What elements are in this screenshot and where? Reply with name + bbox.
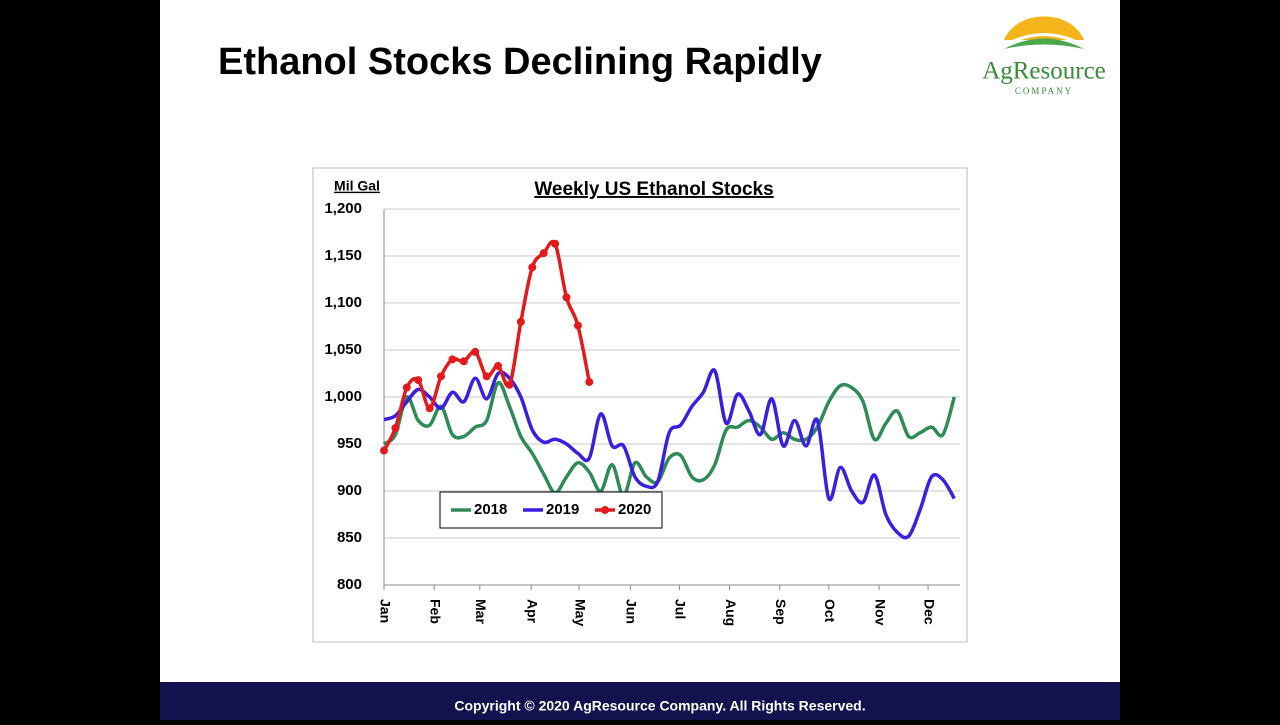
- data-point: [391, 424, 400, 433]
- data-point: [471, 347, 480, 356]
- legend-label: 2018: [474, 501, 507, 518]
- x-tick-label: May: [572, 599, 588, 626]
- data-point: [539, 249, 548, 258]
- data-point: [448, 355, 457, 364]
- x-tick-label: Sep: [773, 599, 789, 625]
- data-point: [562, 293, 571, 302]
- y-tick-label: 1,000: [324, 388, 362, 405]
- legend-box: [439, 491, 663, 529]
- data-point: [414, 376, 423, 385]
- legend-label: 2020: [618, 501, 651, 518]
- footer-bar: [160, 682, 1120, 720]
- y-axis-label: Mil Gal: [334, 178, 380, 194]
- series-line: [382, 381, 956, 498]
- data-point: [459, 357, 468, 366]
- y-tick-label: 1,050: [324, 341, 362, 358]
- x-tick-label: Jul: [673, 599, 689, 619]
- legend-marker: [601, 506, 609, 514]
- data-point: [551, 239, 560, 248]
- x-tick-label: Aug: [723, 599, 739, 626]
- x-tick-label: Jun: [624, 599, 640, 624]
- x-tick-label: Nov: [872, 599, 888, 626]
- data-point: [528, 263, 537, 272]
- slide-title: Ethanol Stocks Declining Rapidly: [218, 41, 822, 83]
- data-point: [516, 317, 525, 326]
- y-tick-label: 950: [337, 435, 362, 452]
- logo-name: AgResource: [982, 58, 1106, 85]
- y-tick-label: 1,100: [324, 294, 362, 311]
- y-tick-label: 1,150: [324, 247, 362, 264]
- data-point: [585, 377, 594, 386]
- data-point: [437, 372, 446, 381]
- data-point: [505, 380, 514, 389]
- series-line: [383, 368, 956, 540]
- legend: 2018 2019 2020: [439, 491, 663, 529]
- data-point: [402, 383, 411, 392]
- x-tick-label: Apr: [524, 599, 540, 624]
- logo-tagline: COMPANY: [1015, 86, 1073, 96]
- chart-title: Weekly US Ethanol Stocks: [534, 179, 773, 200]
- legend-label: 2019: [546, 501, 579, 518]
- y-tick-label: 900: [337, 482, 362, 499]
- x-tick-label: Jan: [377, 599, 393, 623]
- logo-sun: [1004, 16, 1084, 40]
- data-point: [425, 404, 434, 413]
- logo-field: [1004, 38, 1084, 49]
- footer-text: Copyright © 2020 AgResource Company. All…: [454, 698, 865, 714]
- data-point: [573, 321, 582, 330]
- x-tick-label: Mar: [473, 599, 489, 624]
- data-point: [380, 446, 388, 455]
- chart-frame: [312, 167, 968, 643]
- logo: AgResource COMPANY: [982, 16, 1106, 96]
- data-point: [494, 361, 503, 370]
- y-tick-label: 1,200: [324, 200, 362, 217]
- x-tick-label: Dec: [921, 599, 937, 625]
- y-tick-label: 800: [337, 576, 362, 593]
- logo-arc: [1004, 33, 1084, 48]
- data-point: [482, 372, 491, 381]
- x-tick-label: Oct: [822, 599, 838, 623]
- plot: 800 850 900 950 1,000 1,050 1,100 1,150 1,200 Jan…: [324, 200, 960, 626]
- x-tick-label: Feb: [427, 599, 443, 624]
- y-tick-label: 850: [337, 529, 362, 546]
